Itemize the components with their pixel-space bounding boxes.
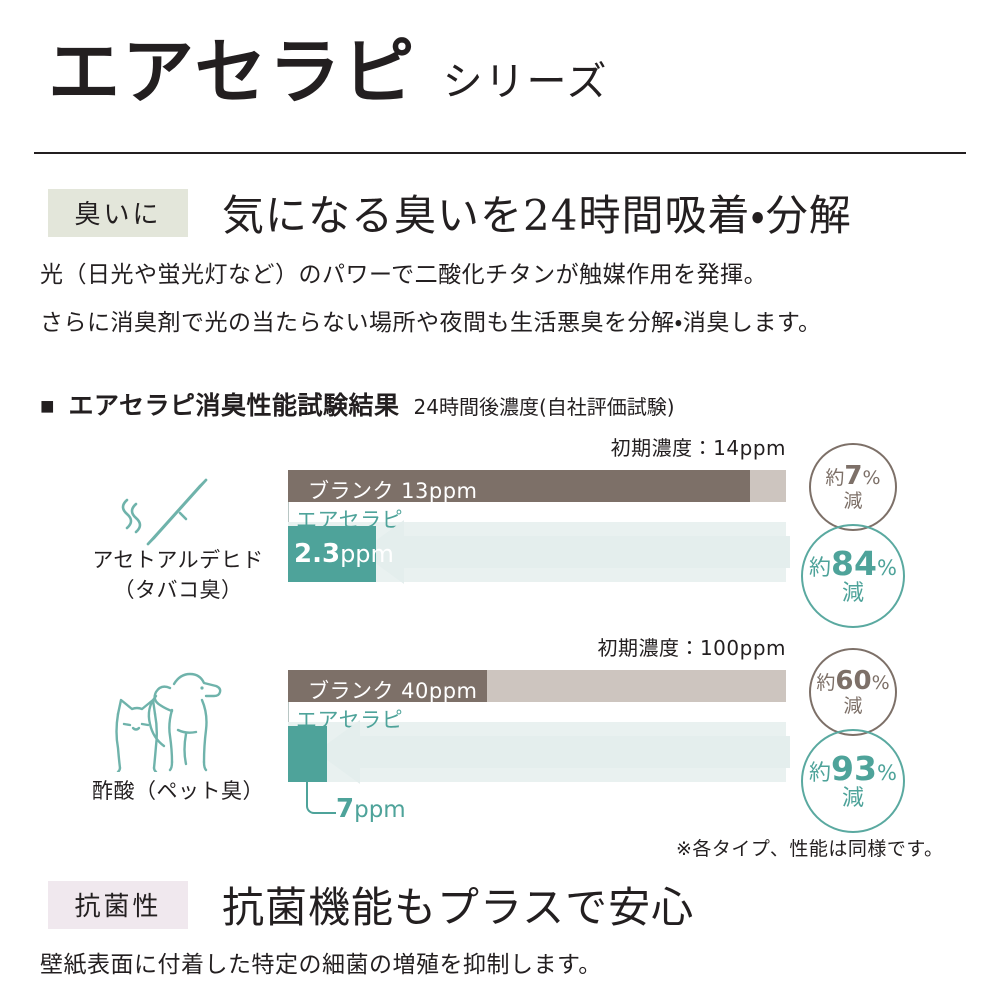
chart2-axis-tick	[288, 702, 289, 722]
chart1-axis-tick	[288, 502, 289, 522]
test-footnote: ※各タイプ、性能は同様です。	[676, 838, 944, 860]
bullet-square-icon: ■	[40, 393, 55, 420]
brand-title: エアセラピ	[48, 30, 417, 114]
chart2-blank-reduction-badge: 約 60% 減	[809, 648, 897, 736]
chart2-category-label: 酢酸（ペット臭）	[92, 779, 264, 803]
chart2-reduction-arrow-icon	[316, 720, 790, 784]
chart1-blank-reduction-badge: 約 7% 減	[809, 443, 897, 531]
chart1-initial-concentration: 初期濃度：14ppm	[610, 436, 786, 460]
brand-subtitle: シリーズ	[442, 59, 609, 105]
chart2-airtherapy-value: 7ppm	[336, 794, 406, 824]
chart1-blank-fill	[288, 470, 750, 502]
chart1-airtherapy-value: 2.3ppm	[294, 539, 394, 569]
antibacterial-headline: 抗菌機能もプラスで安心	[222, 883, 695, 932]
chart1-airtherapy-fill	[288, 526, 376, 582]
odor-paragraph-line2: さらに消臭剤で光の当たらない場所や夜間も生活悪臭を分解・消臭します。	[40, 310, 822, 336]
header-divider	[34, 152, 966, 154]
chart-acetaldehyde: 初期濃度：14ppm ブランク 13ppm エアセラピ 2.3ppm	[288, 432, 790, 612]
cat-dog-icon	[115, 672, 222, 772]
chart-acetic-acid: 初期濃度：100ppm ブランク 40ppm エアセラピ 7ppm	[288, 632, 790, 832]
test-title: エアセラピ消臭性能試験結果	[68, 391, 400, 420]
page-title: エアセラピ シリーズ	[48, 36, 609, 108]
chart1-blank-label: ブランク 13ppm	[308, 479, 478, 503]
chart2-blank-label: ブランク 40ppm	[308, 679, 478, 703]
test-result-heading: ■ エアセラピ消臭性能試験結果 24時間後濃度(自社評価試験)	[40, 386, 675, 422]
odor-chip: 臭いに	[48, 188, 188, 237]
chart2-airtherapy-reduction-badge: 約 93% 減	[801, 729, 905, 833]
odor-section-band: 臭いに 気になる臭いを24時間吸着・分解	[48, 182, 852, 243]
antibacterial-chip: 抗菌性	[48, 880, 188, 929]
cigarette-icon	[121, 478, 208, 546]
chart2-value-leader-line	[306, 754, 336, 814]
odor-paragraph-line1: 光（日光や蛍光灯など）のパワーで二酸化チタンが触媒作用を発揮。	[40, 262, 768, 288]
test-subtitle: 24時間後濃度(自社評価試験)	[413, 395, 675, 419]
chart1-reduction-arrow-icon	[360, 520, 790, 584]
antibacterial-section-band: 抗菌性 抗菌機能もプラスで安心	[48, 874, 694, 935]
chart1-category-label: アセトアルデヒド （タバコ臭）	[92, 548, 264, 602]
chart2-blank-fill	[288, 670, 487, 702]
odor-headline: 気になる臭いを24時間吸着・分解	[222, 191, 852, 240]
antibacterial-paragraph: 壁紙表面に付着した特定の細菌の増殖を抑制します。	[40, 952, 602, 978]
chart2-initial-concentration: 初期濃度：100ppm	[597, 636, 786, 660]
chart1-airtherapy-reduction-badge: 約 84% 減	[801, 524, 905, 628]
